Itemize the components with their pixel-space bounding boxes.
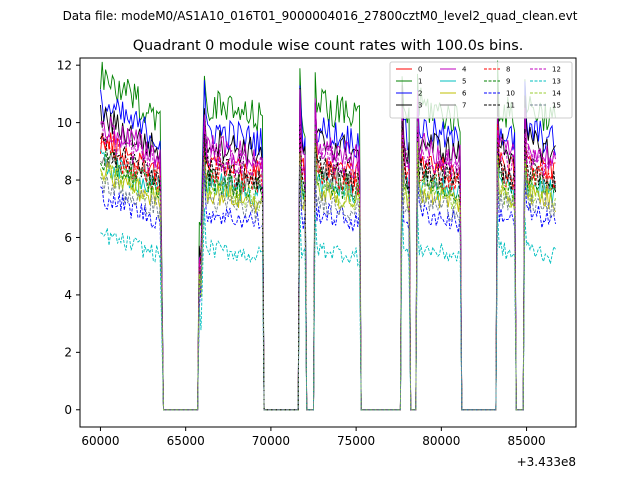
plot-frame	[79, 57, 577, 428]
chart-title: Quadrant 0 module wise count rates with …	[133, 38, 524, 54]
plot-area	[79, 57, 577, 428]
legend-label-10: 10	[506, 90, 515, 98]
legend-label-1: 1	[418, 78, 422, 86]
legend-label-12: 12	[552, 66, 561, 74]
legend-label-2: 2	[418, 90, 422, 98]
x-offset-label: +3.433e8	[517, 455, 576, 469]
y-tick-label: 4	[64, 288, 72, 302]
y-tick-label: 2	[64, 346, 72, 360]
y-axis: 0 2 4 6 8 10 12	[57, 58, 80, 417]
y-tick-label: 8	[64, 173, 72, 187]
figure-title: Data file: modeM0/AS1A10_016T01_90000040…	[63, 9, 578, 23]
x-tick-label: 60000	[81, 434, 119, 448]
legend-label-7: 7	[462, 102, 466, 110]
legend-frame	[389, 61, 573, 119]
y-tick-label: 6	[64, 231, 72, 245]
x-tick-label: 75000	[337, 434, 375, 448]
x-tick-label: 85000	[507, 434, 545, 448]
series-layer	[100, 60, 556, 411]
legend-label-14: 14	[552, 90, 561, 98]
y-tick-label: 10	[57, 116, 72, 130]
x-axis: 60000 65000 70000 75000 80000 85000	[81, 427, 546, 448]
legend-label-0: 0	[418, 66, 422, 74]
x-tick-label: 80000	[422, 434, 460, 448]
x-tick-label: 70000	[252, 434, 290, 448]
legend-label-3: 3	[418, 102, 422, 110]
legend-label-6: 6	[462, 90, 467, 98]
legend-label-13: 13	[552, 78, 561, 86]
y-tick-label: 0	[64, 403, 72, 417]
series-line-15	[100, 152, 556, 411]
legend-label-15: 15	[552, 102, 561, 110]
x-tick-label: 65000	[167, 434, 205, 448]
legend-label-9: 9	[506, 78, 510, 86]
legend-label-5: 5	[462, 78, 466, 86]
y-tick-label: 12	[57, 58, 72, 72]
legend-label-8: 8	[506, 66, 510, 74]
legend-label-11: 11	[506, 102, 515, 110]
legend-label-4: 4	[462, 66, 467, 74]
